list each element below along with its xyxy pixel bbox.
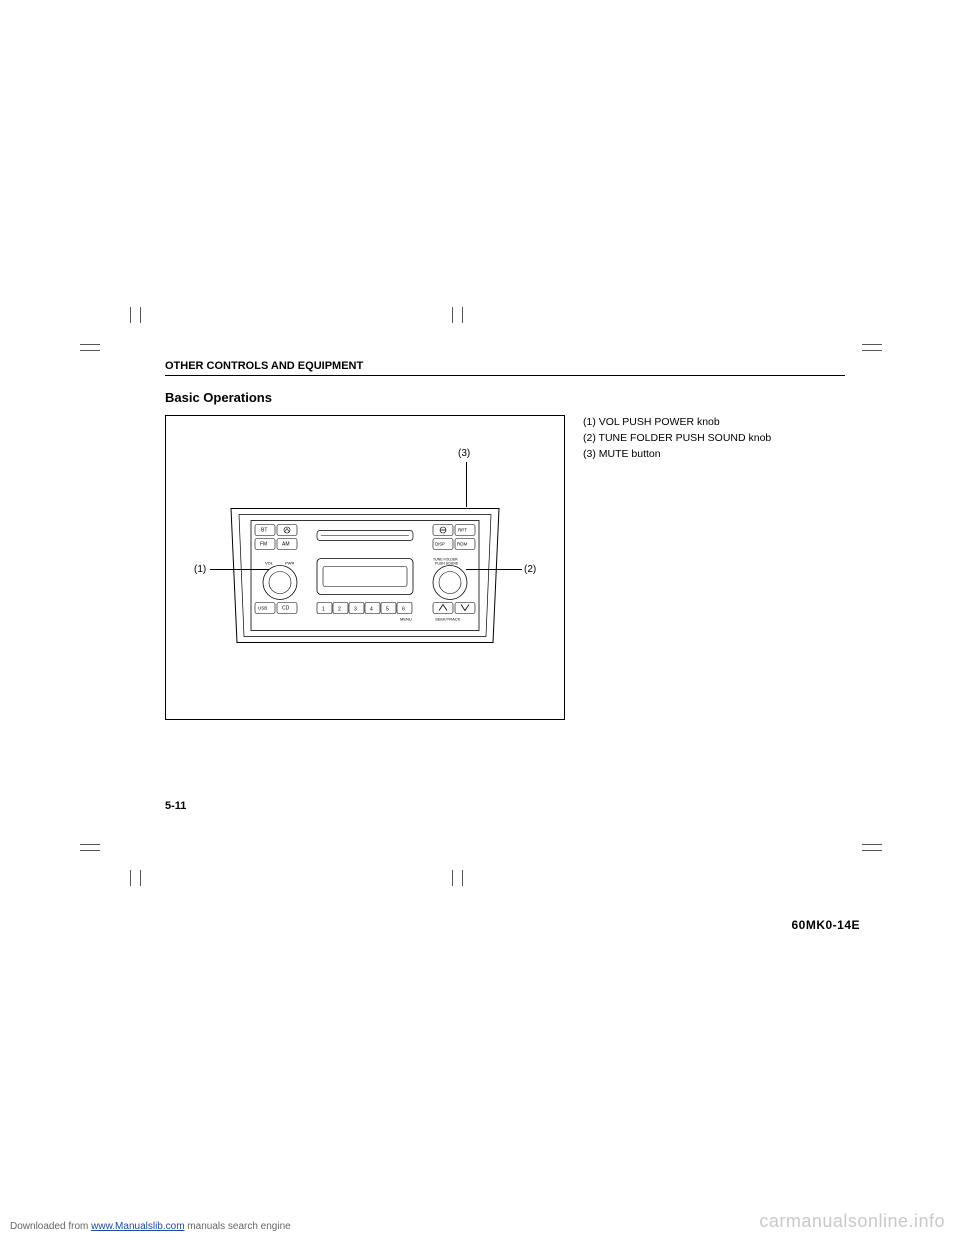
watermark: carmanualsonline.info	[759, 1211, 945, 1232]
footer: Downloaded from www.Manualslib.com manua…	[10, 1221, 291, 1232]
svg-text:AM: AM	[282, 541, 290, 547]
footer-suffix: manuals search engine	[185, 1221, 291, 1232]
svg-text:RPT: RPT	[458, 527, 467, 532]
svg-text:1: 1	[322, 606, 325, 612]
radio-unit-svg: VOL PWR TUNE FOLDER PUSH SOUND BT FM AM	[225, 500, 505, 650]
svg-text:MENU: MENU	[400, 616, 412, 621]
svg-text:RDM: RDM	[457, 541, 467, 546]
page-number: 5-11	[165, 800, 186, 812]
legend: (1) VOL PUSH POWER knob (2) TUNE FOLDER …	[583, 415, 771, 720]
callout-2: (2)	[524, 564, 536, 575]
footer-prefix: Downloaded from	[10, 1221, 91, 1232]
svg-text:4: 4	[370, 606, 373, 612]
callout-3: (3)	[458, 448, 470, 459]
svg-text:3: 3	[354, 606, 357, 612]
legend-item-2: (2) TUNE FOLDER PUSH SOUND knob	[583, 431, 771, 447]
legend-item-1: (1) VOL PUSH POWER knob	[583, 415, 771, 431]
footer-link[interactable]: www.Manualslib.com	[91, 1221, 184, 1232]
page-content: OTHER CONTROLS AND EQUIPMENT Basic Opera…	[165, 360, 845, 720]
document-code: 60MK0-14E	[791, 918, 860, 932]
label-sound: PUSH SOUND	[435, 561, 459, 565]
section-title: Basic Operations	[165, 390, 845, 405]
svg-text:5: 5	[386, 606, 389, 612]
label-pwr: PWR	[285, 560, 294, 565]
label-vol: VOL	[265, 560, 274, 565]
section-header: OTHER CONTROLS AND EQUIPMENT	[165, 360, 845, 376]
svg-text:6: 6	[402, 606, 405, 612]
legend-item-3: (3) MUTE button	[583, 447, 771, 463]
svg-text:BT: BT	[261, 527, 267, 533]
svg-text:FM: FM	[260, 541, 267, 547]
svg-text:CD: CD	[282, 605, 290, 611]
svg-text:2: 2	[338, 606, 341, 612]
radio-diagram: (3) (1) (2)	[165, 415, 565, 720]
svg-text:SEEK/TRACK: SEEK/TRACK	[435, 616, 461, 621]
svg-text:USB: USB	[258, 605, 267, 610]
callout-1: (1)	[194, 564, 206, 575]
svg-text:DISP: DISP	[435, 541, 445, 546]
